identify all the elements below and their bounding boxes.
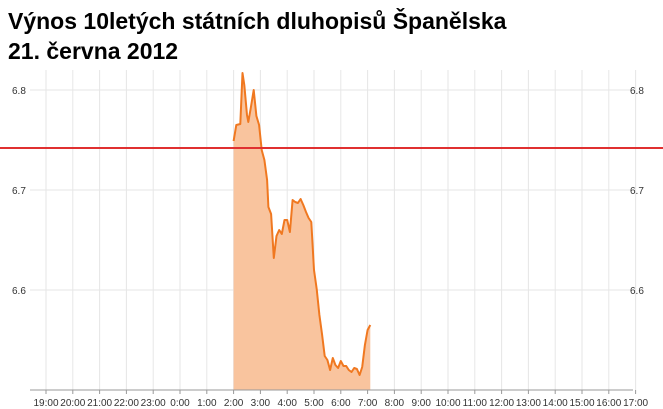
x-axis-ticks: 19:00 20:00 21:00 22:00 23:00 0:00 1:00 2:00 3:0… — [33, 390, 649, 409]
chart-title: Výnos 10letých státních dluhopisů Španěl… — [8, 6, 506, 66]
y-tick-label-right: 6.6 — [630, 286, 644, 297]
x-tick-label: 23:00 — [141, 398, 166, 409]
x-tick-label: 21:00 — [87, 398, 112, 409]
x-tick-label: 1:00 — [197, 398, 217, 409]
x-tick-label: 7:00 — [358, 398, 378, 409]
x-tick-label: 20:00 — [60, 398, 85, 409]
yield-area-fill — [233, 73, 371, 390]
x-tick-label: 5:00 — [304, 398, 324, 409]
y-axis-left-ticks: 6.6 6.7 6.8 — [12, 86, 26, 297]
y-axis-right-ticks: 6.6 6.7 6.8 — [630, 86, 644, 297]
yield-line — [232, 72, 372, 376]
x-tick-label: 8:00 — [385, 398, 405, 409]
x-tick-label: 13:00 — [516, 398, 541, 409]
x-tick-label: 22:00 — [114, 398, 139, 409]
chart-title-line-2: 21. června 2012 — [8, 38, 179, 64]
x-tick-label: 4:00 — [277, 398, 297, 409]
x-tick-label: 6:00 — [331, 398, 351, 409]
x-tick-label: 12:00 — [489, 398, 514, 409]
x-tick-label: 2:00 — [224, 398, 244, 409]
x-tick-label: 17:00 — [623, 398, 648, 409]
y-tick-label-right: 6.8 — [630, 86, 644, 97]
x-tick-label: 19:00 — [33, 398, 58, 409]
x-tick-label: 14:00 — [543, 398, 568, 409]
y-tick-label-left: 6.6 — [12, 286, 26, 297]
x-tick-label: 10:00 — [435, 398, 460, 409]
chart-title-line-1: Výnos 10letých státních dluhopisů Španěl… — [8, 8, 507, 34]
x-tick-label: 0:00 — [170, 398, 190, 409]
x-tick-label: 15:00 — [569, 398, 594, 409]
gridlines — [30, 70, 637, 390]
x-tick-label: 11:00 — [463, 398, 488, 409]
y-tick-label-left: 6.8 — [12, 86, 26, 97]
x-tick-label: 9:00 — [411, 398, 431, 409]
y-tick-label-right: 6.7 — [630, 186, 644, 197]
x-tick-label: 16:00 — [596, 398, 621, 409]
x-tick-label: 3:00 — [251, 398, 271, 409]
y-tick-label-left: 6.7 — [12, 186, 26, 197]
